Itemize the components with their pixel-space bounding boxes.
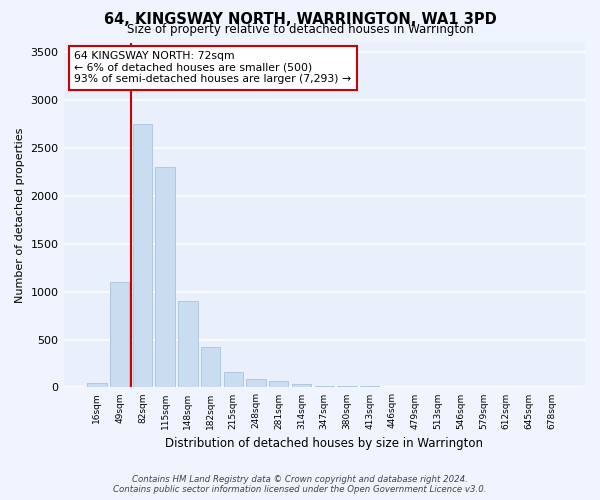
Text: Contains HM Land Registry data © Crown copyright and database right 2024.
Contai: Contains HM Land Registry data © Crown c… [113,474,487,494]
Bar [201,347,220,388]
Bar [87,382,107,388]
Bar [269,380,289,388]
Bar [224,372,243,388]
Bar [337,386,356,388]
Text: 64, KINGSWAY NORTH, WARRINGTON, WA1 3PD: 64, KINGSWAY NORTH, WARRINGTON, WA1 3PD [104,12,496,28]
Bar [155,167,175,388]
Bar [247,379,266,388]
Bar [360,386,379,388]
Text: Size of property relative to detached houses in Warrington: Size of property relative to detached ho… [127,22,473,36]
Y-axis label: Number of detached properties: Number of detached properties [15,128,25,302]
Bar [314,386,334,388]
Bar [110,282,130,388]
Text: 64 KINGSWAY NORTH: 72sqm
← 6% of detached houses are smaller (500)
93% of semi-d: 64 KINGSWAY NORTH: 72sqm ← 6% of detache… [74,51,351,84]
Bar [178,301,197,388]
X-axis label: Distribution of detached houses by size in Warrington: Distribution of detached houses by size … [165,437,483,450]
Bar [133,124,152,388]
Bar [292,384,311,388]
